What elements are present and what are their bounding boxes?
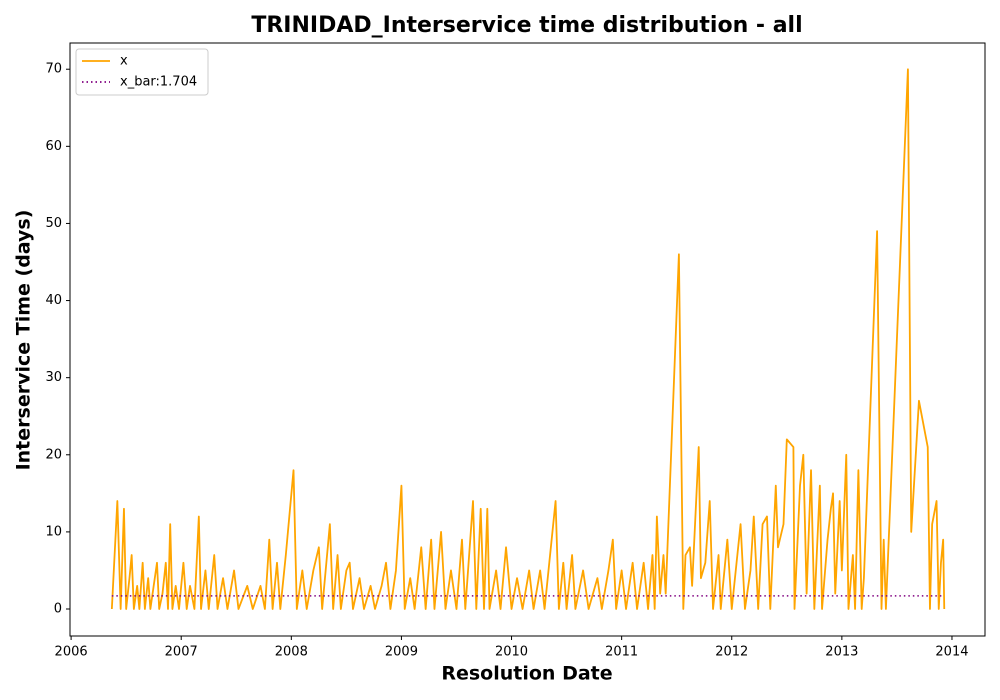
y-tick-label: 50 xyxy=(45,216,62,231)
x-tick-label: 2008 xyxy=(275,645,308,660)
y-axis-label: Interservice Time (days) xyxy=(13,210,35,471)
chart-title: TRINIDAD_Interservice time distribution … xyxy=(251,13,802,38)
x-tick-label: 2011 xyxy=(605,645,638,660)
plot-frame xyxy=(69,42,986,637)
x-tick-label: 2013 xyxy=(825,645,858,660)
y-tick-label: 0 xyxy=(54,602,62,617)
y-tick-label: 30 xyxy=(45,370,62,385)
y-tick-label: 20 xyxy=(45,447,62,462)
data-line xyxy=(110,68,946,610)
x-tick-label: 2012 xyxy=(715,645,748,660)
x-tick-label: 2009 xyxy=(385,645,418,660)
y-tick-label: 70 xyxy=(45,62,62,77)
x-tick-label: 2006 xyxy=(55,645,88,660)
x-axis-label: Resolution Date xyxy=(441,663,612,685)
x-tick-label: 2007 xyxy=(165,645,198,660)
y-tick-label: 60 xyxy=(45,139,62,154)
x-tick-label: 2014 xyxy=(935,645,968,660)
legend-label: x xyxy=(120,54,128,69)
legend-label: x_bar:1.704 xyxy=(120,75,197,90)
x-tick-label: 2010 xyxy=(495,645,528,660)
y-tick-label: 10 xyxy=(45,524,62,539)
y-tick-label: 40 xyxy=(45,293,62,308)
